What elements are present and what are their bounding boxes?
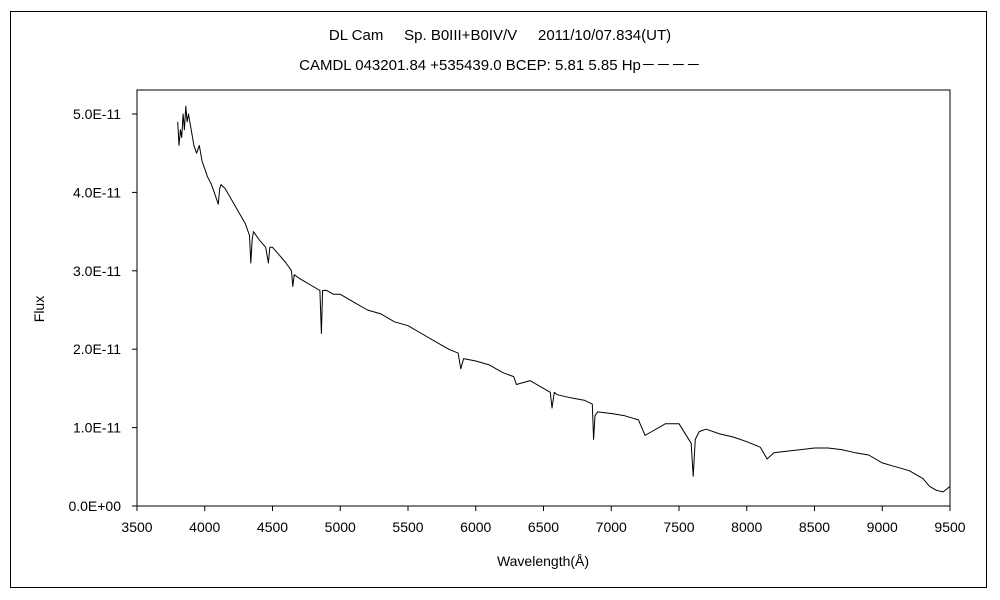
x-tick-label: 8000 (731, 519, 762, 535)
chart-frame (10, 11, 987, 588)
chart-subtitle: CAMDL 043201.84 +535439.0 BCEP: 5.81 5.8… (299, 57, 701, 74)
x-tick-label: 9000 (867, 519, 898, 535)
x-axis-title: Wavelength(Å) (497, 553, 589, 569)
x-tick-label: 7500 (663, 519, 694, 535)
spectrum-line (177, 105, 951, 493)
x-tick-label: 5000 (325, 519, 356, 535)
x-tick-label: 7000 (596, 519, 627, 535)
y-axis-title: Flux (31, 296, 47, 322)
x-tick-label: 6500 (528, 519, 559, 535)
x-tick-label: 5500 (392, 519, 423, 535)
x-tick-label: 4500 (257, 519, 288, 535)
y-tick-label: 0.0E+00 (68, 498, 121, 514)
x-tick-label: 8500 (799, 519, 830, 535)
x-tick-label: 6000 (460, 519, 491, 535)
series-layer (177, 105, 951, 493)
x-axis: 3500 4000 4500 5000 5500 6000 6500 7000 7500 8000… (121, 506, 966, 535)
y-tick-label: 1.0E-11 (73, 420, 121, 436)
y-tick-label: 3.0E-11 (73, 263, 121, 279)
x-tick-label: 9500 (934, 519, 965, 535)
x-tick-label: 4000 (189, 519, 220, 535)
y-tick-label: 5.0E-11 (73, 106, 121, 122)
y-axis: 0.0E+00 1.0E-11 2.0E-11 3.0E-11 4.0E-11 5.0E-… (68, 106, 137, 514)
y-tick-label: 2.0E-11 (73, 341, 121, 357)
chart-title: DL Cam Sp. B0III+B0IV/V 2011/10/07.834(U… (329, 27, 671, 44)
plot-area (136, 89, 951, 507)
x-tick-label: 3500 (121, 519, 152, 535)
y-tick-label: 4.0E-11 (73, 184, 121, 200)
